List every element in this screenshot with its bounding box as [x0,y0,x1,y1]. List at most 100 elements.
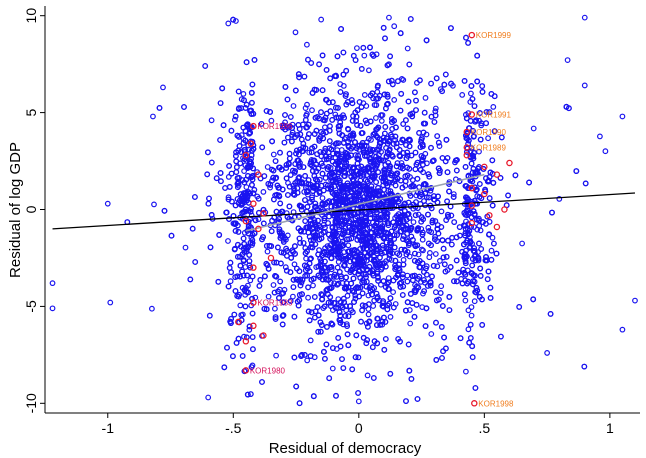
data-point [276,295,282,301]
data-point [420,161,426,168]
data-point [295,175,302,182]
data-point [280,249,287,256]
data-point [422,180,428,187]
data-point [314,178,321,184]
data-point [294,189,301,196]
data-point [381,235,388,242]
data-point [393,124,399,131]
data-point [355,192,362,199]
data-point [272,316,279,322]
data-point [439,237,446,244]
data-point [463,194,469,201]
data-point [234,180,241,187]
data-point [243,288,250,295]
data-point [286,155,293,162]
data-point [404,149,411,156]
data-point [360,145,367,152]
data-point [382,173,388,180]
data-point [295,71,302,78]
data-point [405,98,412,105]
data-point [419,231,426,238]
data-point [468,304,475,311]
data-point [432,112,439,119]
data-point [489,202,496,209]
data-point [333,189,339,196]
data-point [325,251,331,258]
data-point [556,195,563,202]
data-point [347,164,353,171]
data-point [403,398,409,405]
data-point [498,333,504,340]
data-point [260,220,267,227]
data-point [387,247,393,254]
data-point [269,138,276,145]
data-point [226,265,233,271]
data-point [208,211,215,218]
data-point [471,298,478,305]
data-point [267,109,274,115]
data-point [288,254,295,261]
data-point [247,206,254,212]
data-point [468,214,475,221]
data-point [259,379,265,385]
data-point [366,67,372,74]
data-point [267,181,274,188]
data-point [417,77,423,84]
data-point [462,222,469,229]
data-point [362,303,369,309]
data-point [463,34,469,41]
data-point [263,260,270,267]
data-point [472,272,478,279]
data-point [213,175,220,182]
data-point [277,278,284,285]
data-point [280,290,287,297]
data-point [403,117,409,124]
data-point [287,172,294,178]
data-point [256,283,263,289]
data-point [447,264,454,270]
data-point [462,271,469,278]
data-point [357,217,363,224]
data-point [632,297,638,304]
data-point [217,137,224,143]
data-point [309,167,316,174]
data-point [238,312,245,319]
data-point [406,307,413,313]
data-point [296,297,303,304]
data-point [431,119,438,125]
data-point [422,94,429,101]
data-point [339,183,346,190]
data-point [232,274,239,281]
data-point [291,313,298,320]
data-point [410,183,417,190]
data-point [273,174,280,181]
data-point [279,186,286,193]
data-point [280,122,287,129]
data-point [246,326,253,333]
data-point [396,152,403,159]
data-point [290,284,297,291]
data-point [386,61,392,68]
data-point [432,105,439,112]
data-point [445,213,452,220]
data-point [359,290,366,297]
data-point [321,117,328,124]
points-layer [49,14,638,407]
data-point [516,304,523,310]
data-point [386,286,392,292]
data-point [363,153,370,159]
data-point [491,93,498,100]
data-point [273,259,280,266]
data-point [327,174,334,181]
data-point [394,232,400,239]
data-point [355,354,362,361]
data-point [384,182,391,189]
data-point [309,145,316,152]
data-point [249,346,256,353]
data-point [343,285,350,292]
data-point [224,344,230,351]
data-point [314,304,321,311]
data-point [467,321,474,328]
data-point [286,150,293,157]
data-point [227,259,234,266]
